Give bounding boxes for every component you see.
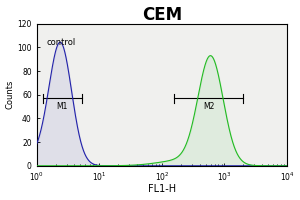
Y-axis label: Counts: Counts bbox=[6, 80, 15, 109]
Text: control: control bbox=[46, 38, 75, 47]
Title: CEM: CEM bbox=[142, 6, 182, 24]
Text: M2: M2 bbox=[203, 102, 214, 111]
X-axis label: FL1-H: FL1-H bbox=[148, 184, 176, 194]
Text: M1: M1 bbox=[57, 102, 68, 111]
